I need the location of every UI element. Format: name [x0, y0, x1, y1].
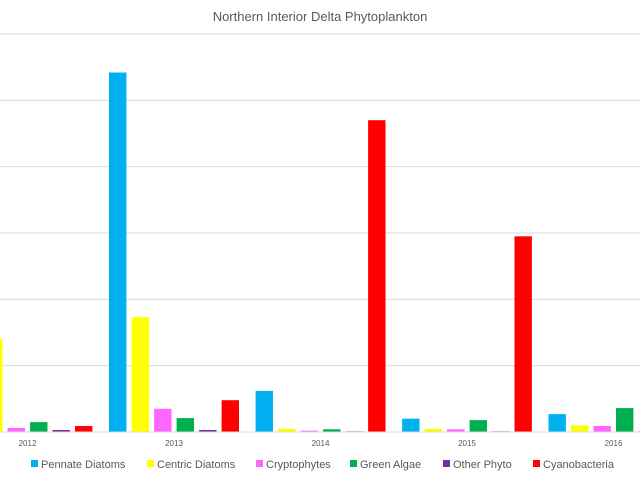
gridlines	[0, 33, 640, 367]
bars	[0, 72, 640, 432]
bar-centric-diatoms-2015	[424, 428, 442, 432]
bar-cyanobacteria-2012	[75, 426, 93, 432]
bar-pennate-diatoms-2013	[109, 72, 127, 432]
bar-other-phyto-2012	[52, 430, 70, 432]
bar-cryptophytes-2016	[593, 426, 611, 432]
legend-label: Cryptophytes	[266, 459, 331, 471]
bar-cyanobacteria-2015	[514, 236, 532, 432]
bar-pennate-diatoms-2016	[548, 414, 566, 432]
legend-swatch	[533, 460, 540, 467]
bar-centric-diatoms-2016	[571, 425, 589, 432]
bar-cryptophytes-2014	[300, 430, 318, 432]
x-tick-label: 2014	[312, 439, 330, 448]
bar-pennate-diatoms-2014	[255, 390, 273, 432]
legend-swatch	[350, 460, 357, 467]
x-tick-label: 2012	[19, 439, 37, 448]
bar-centric-diatoms-2012	[0, 339, 3, 432]
bar-green-algae-2015	[469, 420, 487, 432]
bar-cryptophytes-2012	[7, 428, 25, 432]
legend-label: Centric Diatoms	[157, 459, 236, 471]
bar-centric-diatoms-2014	[278, 428, 296, 432]
bar-cryptophytes-2013	[154, 408, 172, 432]
bar-green-algae-2016	[616, 408, 634, 432]
bar-cyanobacteria-2013	[221, 400, 239, 432]
bar-cyanobacteria-2014	[368, 120, 386, 432]
bar-green-algae-2014	[323, 429, 341, 432]
legend-label: Green Algae	[360, 459, 421, 471]
bar-pennate-diatoms-2015	[402, 418, 420, 432]
x-tick-label: 2013	[165, 439, 183, 448]
bar-green-algae-2013	[176, 418, 194, 432]
x-tick-label: 2015	[458, 439, 476, 448]
x-axis-ticks: 2012 2013 2014 2015 2016	[19, 439, 623, 448]
legend-label: Other Phyto	[453, 459, 512, 471]
legend-label: Cyanobacteria	[543, 459, 615, 471]
legend-swatch	[31, 460, 38, 467]
legend: Pennate Diatoms Centric Diatoms Cryptophyt…	[31, 459, 615, 471]
bar-other-phyto-2013	[199, 430, 217, 432]
legend-swatch	[443, 460, 450, 467]
legend-label: Pennate Diatoms	[41, 459, 126, 471]
chart-title: Northern Interior Delta Phytoplankton	[213, 9, 428, 24]
x-tick-label: 2016	[605, 439, 623, 448]
bar-cryptophytes-2015	[447, 429, 465, 432]
legend-swatch	[147, 460, 154, 467]
legend-swatch	[256, 460, 263, 467]
bar-centric-diatoms-2013	[131, 317, 149, 432]
bar-green-algae-2012	[30, 422, 48, 432]
